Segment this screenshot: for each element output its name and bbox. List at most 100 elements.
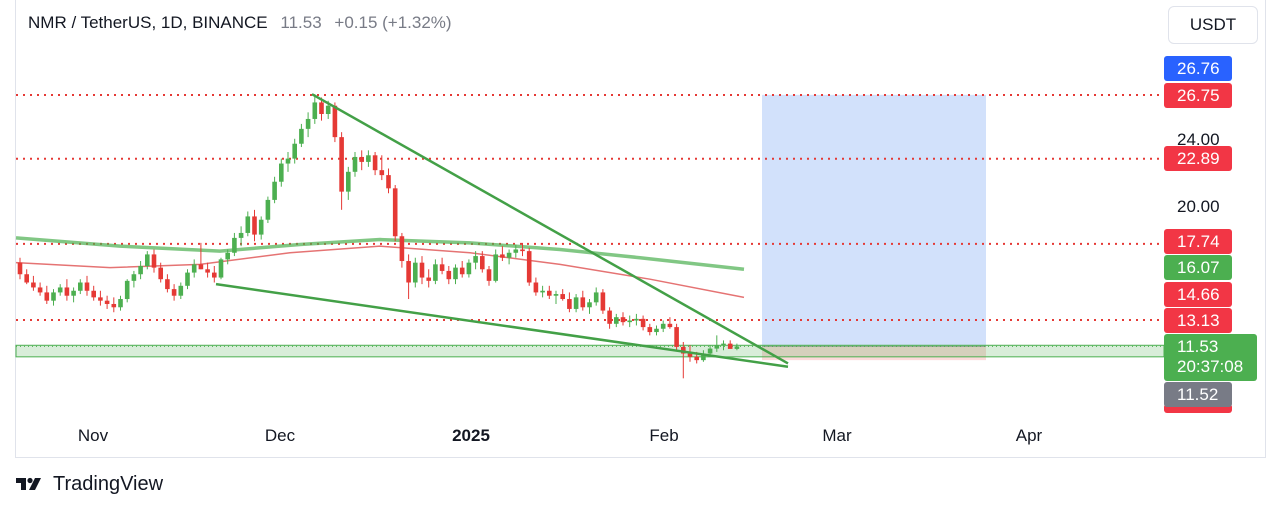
candle-body: [218, 259, 224, 278]
candle-body: [232, 237, 237, 253]
candle-body: [707, 348, 713, 354]
candle: [178, 282, 184, 300]
candle: [526, 247, 532, 286]
candle: [138, 261, 143, 280]
candle-body: [399, 236, 405, 262]
level-label-22-89: 22.89: [1164, 146, 1232, 171]
candle-body: [547, 290, 552, 296]
candle-body: [305, 118, 311, 129]
candle-body: [279, 163, 284, 182]
candle: [640, 315, 646, 331]
candle-body: [37, 287, 43, 293]
candle-body: [413, 262, 418, 283]
candle-body: [352, 156, 358, 172]
candle: [627, 315, 632, 328]
candle-body: [325, 105, 331, 114]
candle: [98, 290, 103, 306]
candle: [346, 166, 351, 200]
candle: [252, 209, 257, 242]
candle: [91, 285, 96, 301]
price-change: +0.15 (+1.32%): [334, 13, 452, 32]
candle-body: [185, 272, 190, 286]
candle: [185, 269, 190, 290]
candle-body: [131, 274, 137, 281]
candle: [272, 176, 277, 204]
x-label-mar: Mar: [822, 426, 852, 445]
candle: [305, 112, 311, 138]
candle: [587, 299, 592, 314]
candle-body: [674, 327, 679, 347]
candle-body: [580, 297, 586, 308]
candle-body: [91, 290, 96, 298]
candle-body: [17, 262, 23, 275]
candle-body: [647, 327, 653, 333]
candle-body: [212, 272, 217, 278]
candle: [44, 285, 50, 304]
candle: [426, 269, 431, 288]
candle: [727, 340, 733, 349]
candle: [245, 211, 251, 237]
candle-body: [24, 274, 29, 283]
candle: [51, 289, 56, 306]
candle-body: [473, 256, 478, 263]
candle: [145, 251, 150, 270]
candle: [573, 294, 579, 313]
candle: [446, 265, 452, 285]
candle-body: [721, 343, 726, 346]
candle-body: [453, 267, 458, 280]
axis-tick-24: 24.00: [1177, 130, 1220, 149]
candle-body: [84, 282, 90, 291]
currency-unit-button[interactable]: USDT: [1168, 6, 1258, 44]
candle-body: [419, 262, 425, 278]
chart-header: NMR / TetherUS, 1D, BINANCE 11.53 +0.15 …: [28, 13, 452, 33]
level-label-17-74: 17.74: [1164, 229, 1232, 254]
candle: [634, 313, 639, 326]
candle: [258, 216, 264, 240]
candle-body: [540, 290, 545, 293]
candle: [406, 254, 411, 300]
candle-body: [51, 292, 56, 301]
candle: [319, 97, 324, 121]
last-price: 11.53: [280, 13, 322, 32]
candle: [205, 262, 210, 278]
candle: [279, 158, 284, 187]
candle-body: [520, 249, 525, 252]
candle-body: [614, 317, 619, 324]
symbol-title: NMR / TetherUS, 1D, BINANCE: [28, 13, 268, 32]
candle: [225, 249, 230, 265]
candle: [660, 320, 666, 333]
candle: [560, 289, 565, 301]
candle: [292, 138, 297, 164]
candle: [500, 246, 505, 262]
current-price-box: 11.53 20:37:08: [1164, 334, 1257, 381]
candle: [37, 282, 43, 296]
candle-body: [681, 346, 686, 354]
candle-body: [500, 254, 505, 258]
candle: [372, 151, 378, 176]
candle: [540, 285, 545, 298]
candle: [198, 242, 204, 270]
candle: [480, 251, 485, 273]
current-price: 11.53: [1177, 337, 1219, 356]
candle-body: [627, 320, 632, 323]
x-label-feb: Feb: [649, 426, 679, 445]
candle: [71, 287, 76, 303]
candle: [674, 323, 679, 351]
candle: [31, 275, 36, 291]
candle-body: [171, 289, 177, 296]
candle: [701, 350, 706, 362]
candle: [553, 290, 559, 304]
candle-body: [346, 171, 351, 192]
candle-body: [694, 356, 699, 361]
candle: [533, 277, 539, 296]
chart-frame: [15, 0, 1266, 458]
footer: TradingView: [15, 473, 163, 496]
candle-body: [272, 181, 277, 200]
candle: [721, 340, 726, 351]
candle: [232, 232, 237, 257]
candle-body: [98, 297, 103, 301]
candle: [366, 150, 371, 167]
candle-body: [44, 292, 50, 301]
x-label-apr: Apr: [1015, 426, 1043, 445]
